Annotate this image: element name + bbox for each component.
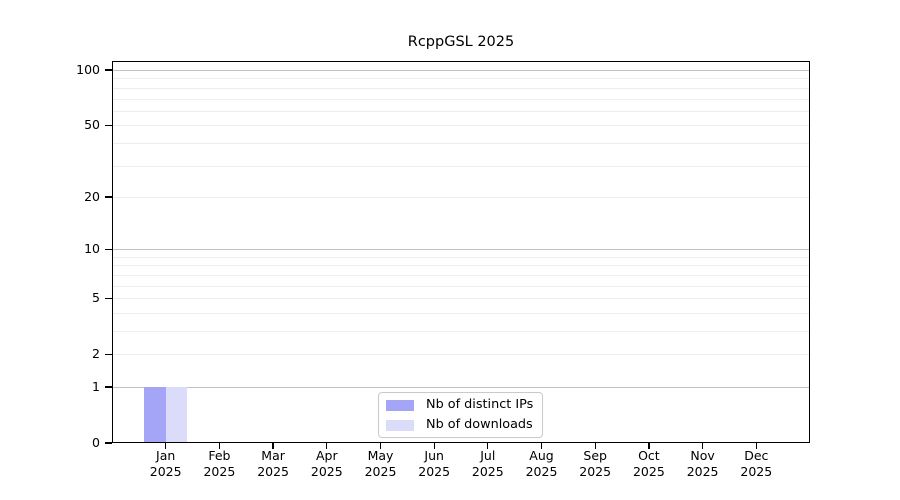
- x-tick-label-dec: Dec 2025: [724, 448, 788, 479]
- x-tick-year-text: 2025: [471, 463, 504, 479]
- gridline-minor-40: [113, 142, 809, 144]
- x-tick-month-text: Jul: [480, 448, 496, 463]
- x-tick-jun: [433, 443, 435, 449]
- x-tick-label-sep: Sep 2025: [563, 448, 627, 479]
- gridline-minor-2: [113, 354, 809, 356]
- y-tick-0: [105, 442, 112, 444]
- x-tick-dec: [755, 443, 757, 449]
- bar-nb-of-downloads-jan: [165, 387, 188, 443]
- x-tick-year-text: 2025: [310, 463, 343, 479]
- gridline-minor-20: [113, 196, 809, 198]
- x-tick-year-text: 2025: [364, 463, 397, 479]
- x-tick-label-apr: Apr 2025: [295, 448, 359, 479]
- x-tick-month-text: Nov: [690, 448, 715, 463]
- y-tick-1: [105, 386, 112, 388]
- x-tick-label-aug: Aug 2025: [510, 448, 574, 479]
- x-tick-label-jul: Jul 2025: [456, 448, 520, 479]
- x-tick-nov: [701, 443, 704, 449]
- gridline-major-1: [113, 387, 809, 388]
- x-tick-feb: [218, 443, 221, 449]
- x-tick-month-text: May: [367, 448, 394, 463]
- x-tick-label-mar: Mar 2025: [241, 448, 305, 479]
- x-tick-month-text: Dec: [744, 448, 769, 463]
- x-tick-month-text: Aug: [529, 448, 554, 463]
- x-tick-month-text: Jan: [156, 448, 176, 463]
- x-tick-month-text: Oct: [638, 448, 660, 463]
- y-tick-50: [105, 124, 112, 126]
- y-tick-label-100: 100: [76, 61, 100, 77]
- gridline-major-10: [113, 249, 809, 251]
- legend: Nb of distinct IPs Nb of downloads: [378, 392, 543, 438]
- x-tick-year-text: 2025: [740, 463, 773, 479]
- y-tick-label-0: 0: [92, 434, 100, 450]
- x-tick-aug: [540, 443, 543, 449]
- x-tick-jan: [165, 443, 167, 449]
- x-tick-year-text: 2025: [418, 463, 451, 479]
- gridline-minor-30: [113, 165, 809, 167]
- x-tick-month-text: Feb: [208, 448, 231, 463]
- plot-area: [112, 61, 810, 443]
- gridline-major-100: [113, 70, 809, 71]
- gridline-minor-5: [113, 298, 809, 300]
- x-tick-year-text: 2025: [686, 463, 719, 479]
- x-tick-year-text: 2025: [149, 463, 182, 479]
- x-tick-year-text: 2025: [525, 463, 558, 479]
- legend-row-nb-of-distinct-ips: Nb of distinct IPs: [379, 397, 542, 414]
- y-tick-100: [105, 69, 112, 71]
- x-tick-jul: [487, 443, 489, 449]
- gridline-minor-8: [113, 265, 809, 267]
- gridline-minor-60: [113, 110, 809, 112]
- gridline-minor-4: [113, 312, 809, 314]
- y-tick-label-10: 10: [84, 240, 100, 256]
- legend-label: Nb of distinct IPs: [426, 396, 534, 412]
- legend-row-nb-of-downloads: Nb of downloads: [379, 417, 542, 434]
- x-tick-year-text: 2025: [579, 463, 612, 479]
- gridline-minor-70: [113, 98, 809, 100]
- x-tick-label-feb: Feb 2025: [187, 448, 251, 479]
- y-tick-2: [105, 353, 112, 355]
- y-tick-label-50: 50: [84, 116, 100, 132]
- y-tick-label-2: 2: [92, 345, 100, 361]
- y-tick-label-20: 20: [84, 188, 100, 204]
- x-tick-label-jan: Jan 2025: [134, 448, 198, 479]
- x-tick-month-text: Apr: [315, 448, 338, 463]
- bar-nb-of-distinct-ips-jan: [144, 387, 166, 443]
- gridline-minor-80: [113, 87, 809, 89]
- y-tick-10: [105, 248, 112, 250]
- legend-swatch: [386, 399, 414, 411]
- x-tick-sep: [594, 443, 596, 449]
- gridline-minor-3: [113, 331, 809, 332]
- x-tick-apr: [326, 443, 328, 449]
- x-tick-oct: [648, 443, 650, 449]
- x-tick-month-text: Jun: [424, 448, 444, 463]
- gridline-minor-90: [113, 78, 809, 80]
- chart-title: RcppGSL 2025: [407, 34, 515, 50]
- gridline-minor-50: [113, 125, 809, 127]
- gridline-minor-7: [113, 274, 809, 276]
- x-tick-label-nov: Nov 2025: [671, 448, 735, 479]
- y-tick-5: [105, 297, 112, 299]
- y-tick-label-1: 1: [92, 378, 100, 394]
- y-tick-label-5: 5: [92, 289, 100, 305]
- x-tick-mar: [272, 443, 274, 449]
- y-tick-20: [105, 196, 112, 198]
- gridline-minor-6: [113, 285, 809, 287]
- x-tick-label-oct: Oct 2025: [617, 448, 681, 479]
- x-tick-year-text: 2025: [632, 463, 665, 479]
- x-tick-may: [379, 443, 382, 449]
- x-tick-label-jun: Jun 2025: [402, 448, 466, 479]
- x-tick-month-text: Mar: [261, 448, 285, 463]
- legend-swatch: [386, 419, 414, 431]
- x-tick-label-may: May 2025: [349, 448, 413, 479]
- gridline-minor-9: [113, 256, 809, 258]
- x-tick-year-text: 2025: [203, 463, 236, 479]
- legend-label: Nb of downloads: [426, 416, 533, 432]
- x-tick-year-text: 2025: [257, 463, 289, 479]
- x-tick-month-text: Sep: [583, 448, 607, 463]
